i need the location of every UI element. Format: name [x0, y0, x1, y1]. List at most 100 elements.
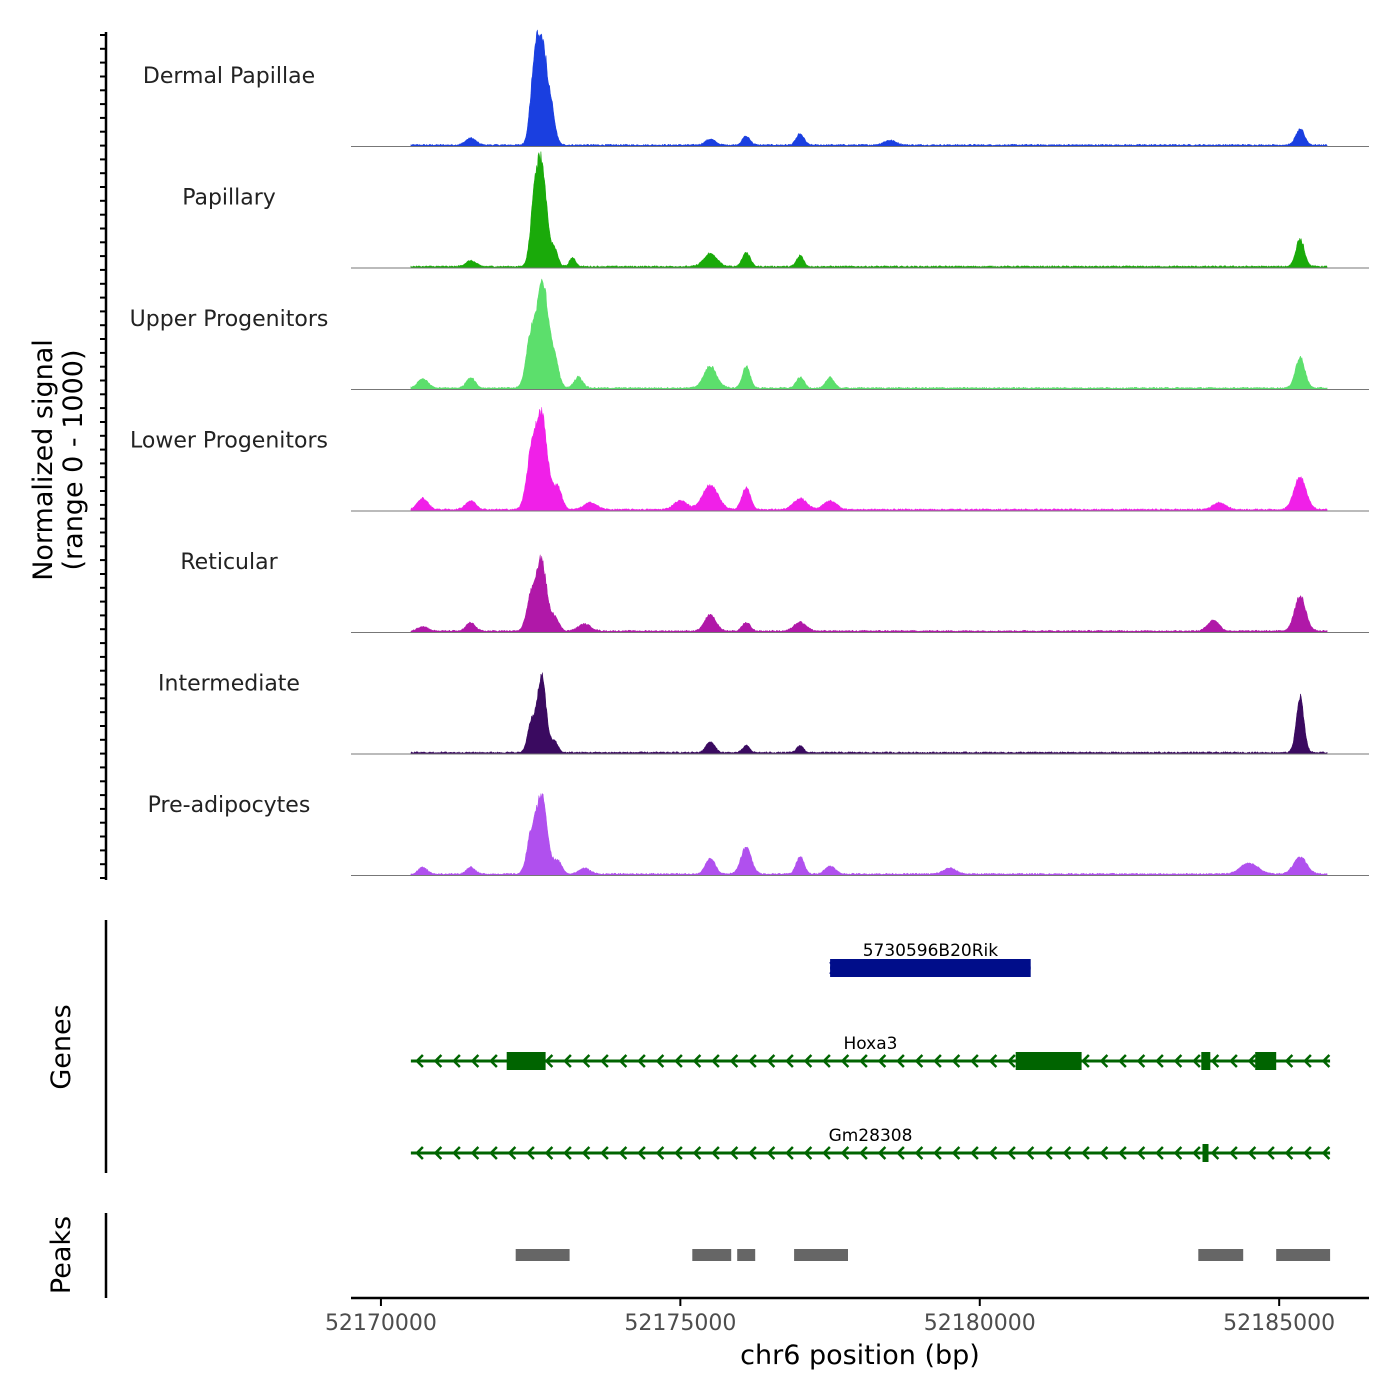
strand-chevron — [1173, 1146, 1183, 1160]
gene-exon — [1201, 1052, 1211, 1070]
track-label: Pre-adipocytes — [148, 793, 311, 818]
strand-chevron — [1155, 1146, 1164, 1160]
strand-chevron — [859, 1146, 868, 1160]
strand-chevron — [433, 1054, 443, 1068]
signal-area — [410, 554, 1328, 633]
peak-region — [794, 1249, 848, 1261]
strand-chevron — [544, 1146, 554, 1160]
genes-label: Genes — [46, 1004, 77, 1089]
strand-chevron — [1192, 1146, 1201, 1160]
strand-chevron — [581, 1146, 591, 1160]
strand-chevron — [988, 1146, 998, 1160]
strand-chevron — [951, 1146, 961, 1160]
strand-chevron — [1044, 1146, 1053, 1160]
strand-chevron — [618, 1054, 628, 1068]
strand-chevron — [877, 1146, 887, 1160]
strand-chevron — [1136, 1054, 1146, 1068]
strand-chevron — [803, 1054, 813, 1068]
strand-chevron — [600, 1146, 609, 1160]
strand-chevron — [933, 1054, 942, 1068]
strand-chevron — [840, 1054, 850, 1068]
strand-chevron — [1136, 1146, 1146, 1160]
peak-region — [1276, 1249, 1331, 1261]
track-label: Intermediate — [158, 672, 300, 697]
strand-chevron — [563, 1054, 572, 1068]
coverage-tracks: Dermal Papillae Papillary Upper Progenitor… — [130, 29, 1369, 876]
strand-chevron — [803, 1146, 813, 1160]
gene-exon — [506, 1052, 546, 1070]
strand-chevron — [452, 1054, 461, 1068]
strand-chevron — [785, 1146, 794, 1160]
strand-chevron — [655, 1146, 665, 1160]
strand-chevron — [1321, 1054, 1331, 1068]
strand-chevron — [1192, 1054, 1201, 1068]
gene-5730596b20rik: 5730596B20Rik — [829, 941, 1031, 977]
signal-area — [410, 792, 1328, 876]
strand-chevron — [1118, 1146, 1127, 1160]
strand-chevron — [674, 1146, 683, 1160]
strand-chevron — [655, 1054, 665, 1068]
strand-chevron — [896, 1054, 905, 1068]
strand-chevron — [1081, 1146, 1090, 1160]
strand-chevron — [637, 1146, 646, 1160]
strand-chevron — [452, 1146, 461, 1160]
strand-chevron — [507, 1146, 517, 1160]
strand-chevron — [581, 1054, 591, 1068]
strand-chevron — [1062, 1146, 1072, 1160]
gene-exon — [1255, 1052, 1277, 1070]
gene-gm28308: Gm28308 — [410, 1126, 1331, 1162]
strand-chevron — [711, 1146, 720, 1160]
strand-chevron — [970, 1054, 979, 1068]
strand-chevron — [914, 1054, 924, 1068]
strand-chevron — [1155, 1054, 1164, 1068]
track-dermal-papillae: Dermal Papillae — [143, 29, 1369, 147]
strand-chevron — [1229, 1054, 1238, 1068]
gene-name: Hoxa3 — [844, 1034, 898, 1054]
track-pre-adipocytes: Pre-adipocytes — [148, 792, 1369, 876]
strand-chevron — [1025, 1146, 1035, 1160]
signal-area — [410, 277, 1328, 390]
strand-chevron — [1007, 1054, 1016, 1068]
strand-chevron — [1284, 1054, 1294, 1068]
x-axis-ticks: 52170000 52175000 52180000 52185000 — [325, 1298, 1335, 1336]
strand-chevron — [988, 1054, 998, 1068]
track-label: Papillary — [182, 186, 276, 211]
strand-chevron — [766, 1146, 776, 1160]
gene-hoxa3: Hoxa3 — [410, 1034, 1331, 1070]
strand-chevron — [1266, 1146, 1275, 1160]
gene-name: Gm28308 — [829, 1126, 913, 1146]
strand-chevron — [618, 1146, 628, 1160]
strand-chevron — [1321, 1146, 1331, 1160]
track-label: Upper Progenitors — [130, 307, 329, 332]
x-tick-label: 52185000 — [1223, 1311, 1335, 1336]
strand-chevron — [415, 1146, 424, 1160]
gene-exon — [1015, 1052, 1082, 1070]
strand-chevron — [563, 1146, 572, 1160]
signal-area — [410, 407, 1328, 512]
strand-chevron — [822, 1146, 831, 1160]
strand-chevron — [415, 1054, 424, 1068]
gene-name: 5730596B20Rik — [863, 941, 999, 961]
strand-chevron — [489, 1146, 498, 1160]
strand-chevron — [1247, 1054, 1257, 1068]
strand-chevron — [1210, 1054, 1220, 1068]
strand-chevron — [1173, 1054, 1183, 1068]
strand-chevron — [674, 1054, 683, 1068]
x-tick-label: 52180000 — [924, 1311, 1036, 1336]
strand-chevron — [1099, 1054, 1109, 1068]
track-label: Reticular — [180, 550, 278, 575]
strand-chevron — [1118, 1054, 1127, 1068]
strand-chevron — [1081, 1054, 1090, 1068]
track-reticular: Reticular — [180, 550, 1369, 633]
strand-chevron — [692, 1146, 702, 1160]
strand-chevron — [933, 1146, 942, 1160]
strand-chevron — [489, 1054, 498, 1068]
strand-chevron — [1247, 1146, 1257, 1160]
gene-exon — [830, 959, 1031, 977]
x-tick-label: 52170000 — [325, 1311, 437, 1336]
signal-area — [410, 151, 1328, 269]
strand-chevron — [951, 1054, 961, 1068]
strand-chevron — [470, 1146, 480, 1160]
y-axis-label-line2: (range 0 - 1000) — [58, 350, 89, 571]
